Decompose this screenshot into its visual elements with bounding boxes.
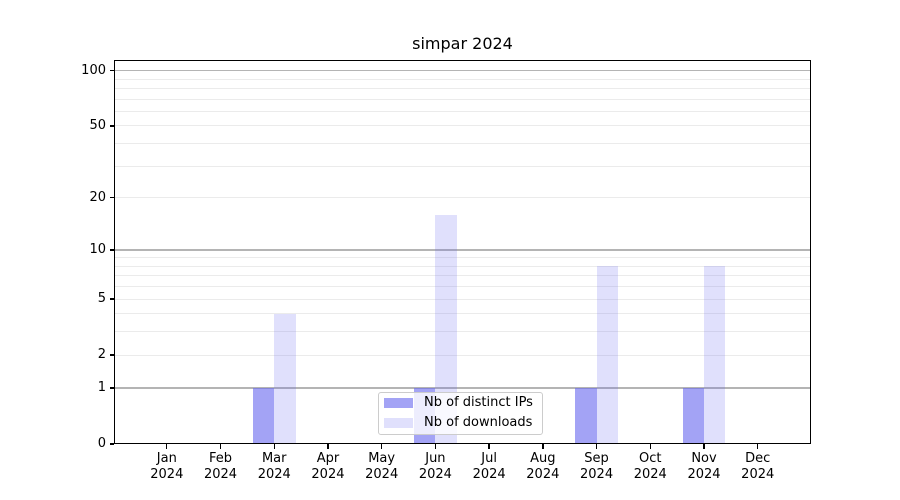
y-tick-label: 100 [81, 62, 106, 78]
bar-downloads [274, 313, 296, 444]
y-tick-label: 10 [89, 242, 106, 258]
bar-downloads [596, 266, 618, 444]
x-tick [380, 444, 383, 449]
x-tick [542, 444, 544, 449]
x-tick [434, 444, 437, 449]
gridline-minor [114, 354, 811, 356]
gridline-minor [114, 257, 811, 259]
gridline-minor [114, 298, 811, 300]
gridlines-layer [114, 60, 811, 444]
bar-distinct-ips [682, 387, 704, 444]
gridline-minor [114, 265, 811, 267]
y-tick-label: 0 [97, 436, 106, 451]
gridline-minor [114, 331, 811, 333]
x-tick-label: Apr 2024 [311, 451, 345, 482]
x-tick [595, 444, 598, 449]
x-tick [649, 444, 651, 449]
bars-layer [114, 60, 811, 444]
x-tick [703, 444, 705, 449]
bar-downloads [435, 214, 457, 444]
x-tick [327, 444, 329, 449]
y-tick-label: 5 [97, 291, 106, 307]
gridline-minor [114, 78, 811, 80]
gridline-minor [114, 98, 811, 100]
legend-label-downloads: Nb of downloads [424, 415, 533, 430]
legend: Nb of distinct IPs Nb of downloads [378, 391, 543, 435]
x-tick-label: Jul 2024 [472, 451, 506, 482]
legend-item-distinct-ips: Nb of distinct IPs [384, 395, 536, 412]
legend-label-distinct-ips: Nb of distinct IPs [424, 395, 533, 410]
gridline-major [114, 249, 811, 251]
gridline-minor [114, 125, 811, 127]
gridline-minor [114, 313, 811, 315]
bar-downloads [704, 266, 726, 444]
legend-item-downloads: Nb of downloads [384, 415, 536, 432]
x-tick-label: Feb 2024 [203, 451, 238, 482]
gridline-minor [114, 275, 811, 277]
y-tick-label: 20 [89, 189, 106, 205]
x-tick [273, 444, 275, 449]
bar-distinct-ips [575, 387, 597, 444]
y-tick [109, 70, 114, 72]
legend-swatch-downloads [384, 418, 413, 428]
x-tick-label: Jun 2024 [418, 451, 452, 482]
x-tick [757, 444, 759, 449]
x-tick-label: Nov 2024 [687, 451, 721, 482]
plot-area: Nb of distinct IPs Nb of downloads [114, 60, 811, 444]
x-tick [219, 444, 222, 449]
gridline-minor [114, 286, 811, 288]
gridline-major [114, 70, 811, 72]
x-tick-label: Mar 2024 [257, 451, 291, 482]
y-tick [109, 298, 114, 300]
bar-distinct-ips [252, 387, 275, 444]
y-tick-label: 2 [97, 347, 106, 363]
gridline-minor [114, 197, 811, 199]
x-tick-label: Dec 2024 [741, 451, 775, 482]
x-tick-label: May 2024 [365, 451, 399, 482]
gridline-minor [114, 88, 811, 90]
x-tick-label: Aug 2024 [526, 451, 560, 482]
x-tick [166, 444, 168, 449]
y-tick [109, 125, 114, 127]
legend-swatch-distinct-ips [384, 398, 413, 408]
y-tick [109, 249, 114, 251]
x-tick-label: Sep 2024 [580, 451, 614, 482]
y-tick [109, 387, 114, 389]
chart-title: simpar 2024 [412, 34, 513, 53]
gridline-minor [114, 143, 811, 145]
gridline-major [114, 387, 811, 389]
y-tick [109, 197, 114, 199]
gridline-minor [114, 165, 811, 167]
y-tick-label: 1 [97, 379, 106, 395]
y-tick [109, 443, 114, 445]
x-tick [488, 444, 490, 449]
x-tick-label: Jan 2024 [150, 451, 184, 482]
y-tick [109, 354, 114, 356]
y-tick-label: 50 [89, 117, 106, 133]
x-tick-label: Oct 2024 [633, 451, 667, 482]
gridline-minor [114, 110, 811, 112]
